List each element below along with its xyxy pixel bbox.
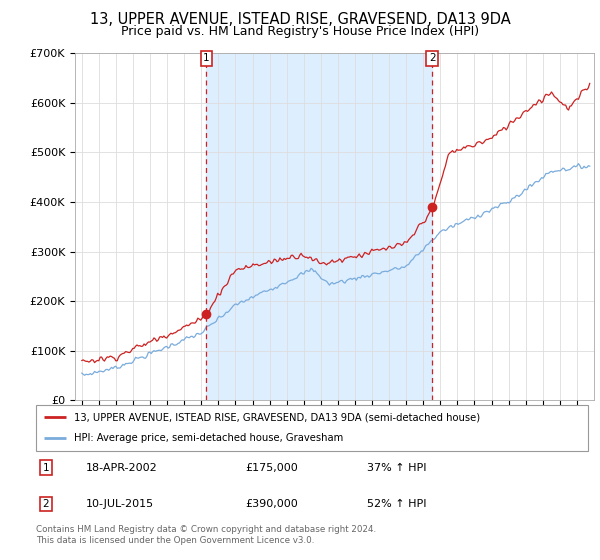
Text: 13, UPPER AVENUE, ISTEAD RISE, GRAVESEND, DA13 9DA: 13, UPPER AVENUE, ISTEAD RISE, GRAVESEND… (89, 12, 511, 27)
Text: Price paid vs. HM Land Registry's House Price Index (HPI): Price paid vs. HM Land Registry's House … (121, 25, 479, 38)
Text: Contains HM Land Registry data © Crown copyright and database right 2024.
This d: Contains HM Land Registry data © Crown c… (36, 525, 376, 545)
Text: 18-APR-2002: 18-APR-2002 (86, 463, 157, 473)
Bar (206, 53, 433, 400)
Text: 13, UPPER AVENUE, ISTEAD RISE, GRAVESEND, DA13 9DA (semi-detached house): 13, UPPER AVENUE, ISTEAD RISE, GRAVESEND… (74, 412, 479, 422)
Text: 2: 2 (429, 53, 436, 63)
Text: £390,000: £390,000 (246, 499, 299, 509)
Text: 37% ↑ HPI: 37% ↑ HPI (367, 463, 427, 473)
Text: 1: 1 (203, 53, 210, 63)
Text: £175,000: £175,000 (246, 463, 299, 473)
FancyBboxPatch shape (36, 405, 588, 451)
Text: 10-JUL-2015: 10-JUL-2015 (86, 499, 154, 509)
Text: 1: 1 (43, 463, 49, 473)
Text: HPI: Average price, semi-detached house, Gravesham: HPI: Average price, semi-detached house,… (74, 433, 343, 444)
Text: 52% ↑ HPI: 52% ↑ HPI (367, 499, 427, 509)
Text: 2: 2 (43, 499, 49, 509)
